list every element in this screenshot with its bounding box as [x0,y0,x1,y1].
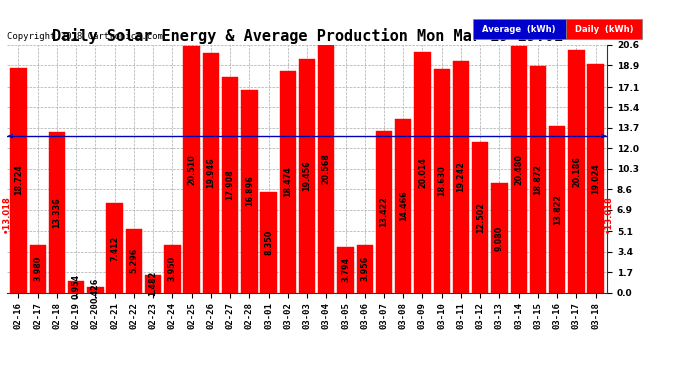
Text: 19.024: 19.024 [591,163,600,194]
Bar [241,90,257,292]
Text: •13.018: •13.018 [604,195,613,233]
Text: 3.794: 3.794 [341,257,350,282]
Bar [106,204,123,292]
Text: 16.896: 16.896 [245,176,254,206]
Text: 18.474: 18.474 [284,166,293,197]
Text: 20.480: 20.480 [514,154,523,185]
Text: 13.822: 13.822 [553,194,562,225]
Text: 18.872: 18.872 [533,164,542,195]
Text: 0.954: 0.954 [72,274,81,299]
Bar [30,244,46,292]
Text: 18.630: 18.630 [437,165,446,196]
Text: 3.980: 3.980 [33,256,42,281]
Bar [511,46,527,292]
Text: Daily  (kWh): Daily (kWh) [575,25,633,34]
Bar [184,46,200,292]
Bar [472,142,489,292]
Bar [491,183,508,292]
Bar [279,70,296,292]
Text: 9.080: 9.080 [495,225,504,251]
Bar [222,77,238,292]
Bar [10,68,27,292]
Text: 20.014: 20.014 [418,157,427,188]
Text: Copyright 2018 Cartronics.com: Copyright 2018 Cartronics.com [7,32,163,41]
Bar [68,281,84,292]
Bar [453,62,469,292]
Text: 13.336: 13.336 [52,197,61,228]
Bar [145,275,161,292]
Text: 8.350: 8.350 [264,230,273,255]
Text: 19.456: 19.456 [302,160,312,191]
Bar [318,45,335,292]
Text: 0.426: 0.426 [91,278,100,303]
Bar [414,52,431,292]
Title: Daily Solar Energy & Average Production Mon Mar 19 19:01: Daily Solar Energy & Average Production … [52,28,562,44]
Bar [260,192,277,292]
Text: 18.724: 18.724 [14,165,23,195]
Bar [587,64,604,292]
Text: 5.296: 5.296 [130,248,139,273]
Text: 1.482: 1.482 [148,271,157,296]
Bar [357,245,373,292]
Text: 13.422: 13.422 [380,196,388,227]
Text: 3.956: 3.956 [360,256,369,281]
Text: •13.018: •13.018 [1,195,10,233]
Text: 17.908: 17.908 [226,170,235,200]
Bar [569,50,584,292]
Bar [203,53,219,292]
Bar [164,245,181,292]
Text: 20.510: 20.510 [187,154,196,184]
Bar [49,132,65,292]
Text: 12.502: 12.502 [475,202,484,233]
Text: 7.412: 7.412 [110,236,119,261]
Text: 20.568: 20.568 [322,153,331,184]
Bar [395,119,411,292]
Text: 19.242: 19.242 [457,162,466,192]
Text: 20.186: 20.186 [572,156,581,187]
Bar [126,229,142,292]
Bar [337,247,354,292]
Text: 3.950: 3.950 [168,256,177,281]
Text: 14.466: 14.466 [399,190,408,221]
Text: Average  (kWh): Average (kWh) [482,25,555,34]
Bar [530,66,546,292]
Bar [549,126,565,292]
Bar [376,131,392,292]
Bar [299,59,315,292]
Text: 19.946: 19.946 [206,158,215,188]
Bar [87,287,104,292]
Bar [433,69,450,292]
